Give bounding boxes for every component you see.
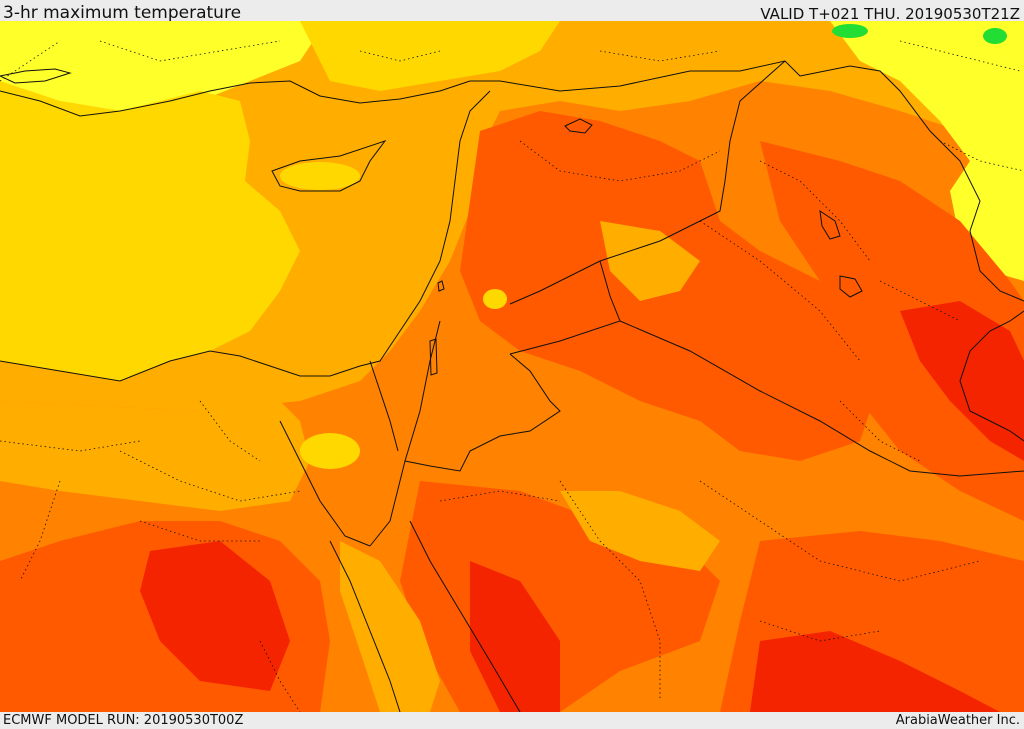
sudan-red-spot <box>140 541 290 691</box>
egypt-amber-zone <box>0 401 310 511</box>
brand-label: ArabiaWeather Inc. <box>895 713 1020 728</box>
province-border <box>839 400 921 462</box>
dead-sea-outline <box>429 338 438 376</box>
sinai-yellow-spot <box>300 433 360 469</box>
cyprus-yellow-spot <box>280 162 360 190</box>
iraq-hot-zone <box>760 141 1024 521</box>
map-title: 3-hr maximum temperature <box>3 3 242 23</box>
pale-yellow-north <box>0 21 320 111</box>
province-border <box>699 220 861 362</box>
cool-spot-green-2 <box>983 28 1007 44</box>
pale-yellow-turkey-band <box>300 21 560 91</box>
province-border <box>759 620 881 642</box>
province-border <box>759 160 871 262</box>
southeast-red-spot <box>750 631 1000 712</box>
red-sea-amber-strip <box>340 541 440 712</box>
province-border <box>359 50 441 62</box>
province-border <box>99 40 281 62</box>
lebanon-yellow-spot <box>483 289 507 309</box>
syria-turkey-border <box>470 60 801 92</box>
jordan-saudi-border <box>404 353 561 472</box>
province-border <box>699 480 981 582</box>
turkey-south-coastline <box>0 80 471 117</box>
province-border <box>19 480 61 582</box>
title-bar: 3-hr maximum temperature VALID T+021 THU… <box>0 0 1024 23</box>
mediterranean-coastline <box>0 90 491 382</box>
crete-coastline <box>0 68 72 84</box>
province-border <box>199 400 261 462</box>
red-sea-east-coast <box>409 520 521 712</box>
sea-of-galilee-outline <box>437 280 445 292</box>
cyprus-coastline <box>271 140 387 192</box>
province-border <box>259 640 301 712</box>
model-run-label: ECMWF MODEL RUN: 20190530T00Z <box>3 713 244 728</box>
arabia-amber-patch <box>560 491 720 571</box>
kuwait-red-spot <box>900 301 1024 461</box>
province-border <box>559 480 661 701</box>
saudi-iraq-border <box>619 320 1024 477</box>
gulf-of-aqaba-coast <box>369 320 441 547</box>
province-border <box>0 40 61 82</box>
cool-spot-green-1 <box>832 24 868 38</box>
red-sea-west-coast <box>329 540 401 712</box>
mediterranean-sea <box>0 81 300 381</box>
iraq-iran-border <box>799 65 1024 302</box>
egypt-israel-border <box>369 360 399 452</box>
province-border <box>939 140 1024 172</box>
syria-amber-patch <box>600 221 700 301</box>
arabia-red-spot <box>470 561 560 712</box>
lake-assad-outline <box>564 118 593 134</box>
valid-time: VALID T+021 THU. 20190530T21Z <box>760 5 1020 23</box>
syria-iraq-border <box>509 60 786 305</box>
lake-razazza-outline <box>839 275 863 298</box>
persian-gulf-coast <box>959 310 1024 442</box>
lake-tharthar-outline <box>819 209 841 240</box>
gulf-of-suez-coast <box>279 420 371 547</box>
footer-bar: ECMWF MODEL RUN: 20190530T00Z ArabiaWeat… <box>0 712 1024 729</box>
province-border <box>139 520 260 542</box>
province-border <box>879 280 961 322</box>
temperature-map <box>0 21 1024 712</box>
